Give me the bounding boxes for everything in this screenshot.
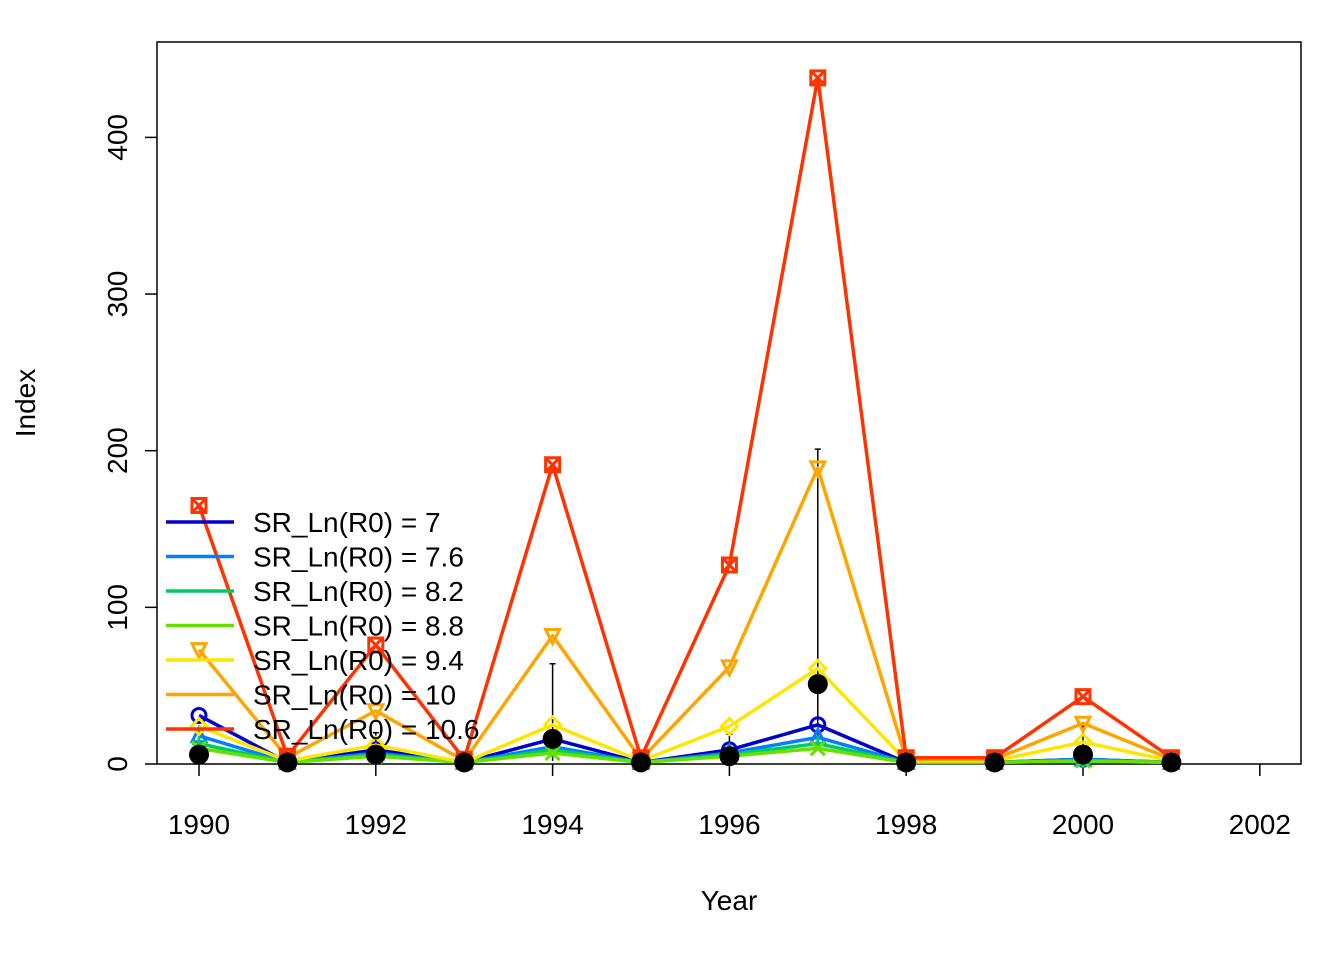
data-point (190, 706, 208, 724)
legend-item: SR_Ln(R0) = 7 (166, 507, 441, 538)
legend-label: SR_Ln(R0) = 8.8 (253, 611, 464, 642)
data-point (1074, 688, 1092, 706)
observed-point (896, 752, 917, 773)
data-point (809, 69, 827, 87)
observed-point (454, 752, 475, 773)
legend-item: SR_Ln(R0) = 7.6 (166, 542, 464, 573)
data-point (543, 628, 563, 647)
data-point (1073, 715, 1093, 735)
series-line (198, 746, 1172, 765)
data-point (808, 460, 828, 480)
y-tick-label: 100 (102, 584, 133, 631)
legend-item: SR_Ln(R0) = 9.4 (166, 645, 464, 676)
legend-label: SR_Ln(R0) = 8.2 (253, 576, 464, 607)
series-line (197, 466, 1173, 763)
y-tick-label: 200 (102, 427, 133, 474)
y-axis: 0 100 200 300 400 (102, 114, 157, 772)
observed-point (631, 752, 651, 773)
x-tick-label: 2002 (1229, 809, 1291, 840)
legend: SR_Ln(R0) = 7SR_Ln(R0) = 7.6SR_Ln(R0) = … (166, 507, 479, 745)
y-axis-label: Index (10, 369, 41, 438)
observed-points (189, 674, 1182, 773)
observed-point (719, 746, 740, 767)
series-line (197, 76, 1173, 762)
legend-label: SR_Ln(R0) = 10 (253, 680, 456, 711)
data-point (544, 456, 562, 474)
legend-item: SR_Ln(R0) = 8.2 (166, 576, 464, 607)
observed-point (542, 728, 563, 749)
observed-point (1161, 752, 1182, 773)
x-tick-label: 1992 (345, 809, 407, 840)
legend-label: SR_Ln(R0) = 7.6 (253, 542, 464, 573)
legend-label: SR_Ln(R0) = 9.4 (253, 645, 464, 676)
data-point (367, 636, 385, 654)
y-tick-label: 400 (102, 114, 133, 161)
data-point (189, 642, 209, 661)
x-axis-label: Year (701, 885, 758, 916)
data-point (366, 703, 386, 723)
data-point (190, 497, 208, 515)
x-axis: 1990 1992 1994 1996 1998 2000 2002 (168, 764, 1291, 840)
observed-point (1073, 744, 1093, 765)
data-point (544, 744, 561, 762)
x-tick-label: 1998 (875, 809, 937, 840)
series-line (198, 666, 1172, 765)
x-tick-label: 2000 (1052, 809, 1114, 840)
data-point (719, 659, 739, 679)
legend-label: SR_Ln(R0) = 10.6 (253, 714, 479, 745)
legend-item: SR_Ln(R0) = 10 (166, 680, 456, 711)
observed-point (277, 752, 298, 773)
observed-point (984, 752, 1005, 773)
data-point (720, 556, 738, 574)
legend-item: SR_Ln(R0) = 8.8 (166, 611, 464, 642)
observed-point (365, 744, 386, 765)
legend-item: SR_Ln(R0) = 10.6 (166, 714, 479, 745)
observed-point (807, 674, 828, 695)
legend-label: SR_Ln(R0) = 7 (253, 507, 441, 538)
observed-point (189, 744, 209, 765)
y-tick-label: 0 (102, 756, 133, 772)
data-point (719, 716, 740, 737)
x-tick-label: 1996 (698, 809, 760, 840)
data-point (809, 740, 826, 757)
data-point (188, 716, 210, 737)
y-tick-label: 300 (102, 271, 133, 318)
x-tick-label: 1994 (521, 809, 583, 840)
x-tick-label: 1990 (168, 809, 230, 840)
